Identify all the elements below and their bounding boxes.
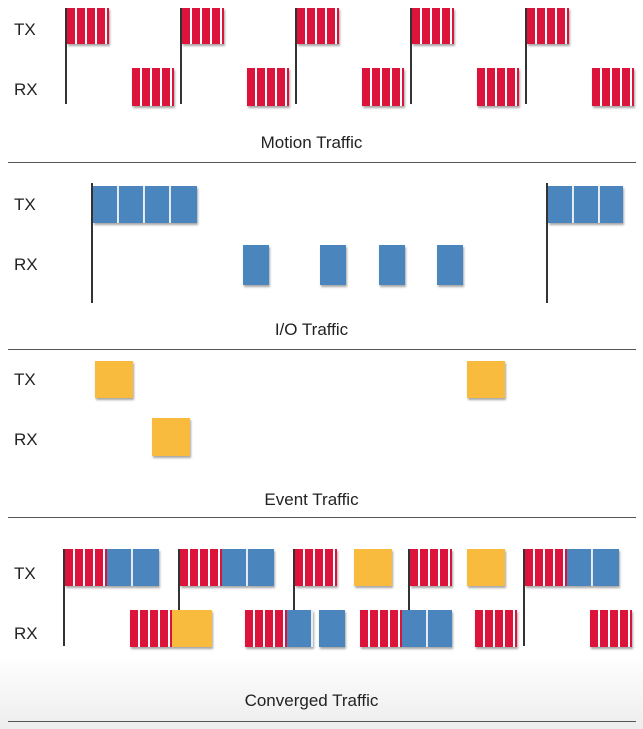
- motion-rx-packet: [477, 68, 519, 106]
- io-traffic-panel: TX RX I/O Traffic: [0, 0, 643, 352]
- motion-rx-packet: [362, 68, 404, 106]
- cycle-marker: [410, 8, 412, 104]
- motion-tx-packet: [67, 8, 109, 44]
- cycle-marker: [178, 549, 180, 646]
- io-tx-packet: [567, 549, 593, 586]
- motion-tx-packet: [295, 549, 337, 586]
- event-rx-packet: [152, 418, 190, 456]
- io-rx-packet: [287, 610, 313, 647]
- motion-rx-packet: [590, 610, 632, 647]
- cycle-marker: [65, 8, 67, 104]
- tx-label: TX: [14, 195, 36, 214]
- motion-tx-packet: [65, 549, 107, 586]
- cycle-marker: [295, 8, 297, 104]
- io-tx-packet: [93, 186, 119, 223]
- cycle-marker: [408, 549, 410, 646]
- motion-tx-packet: [525, 549, 567, 586]
- motion-tx-packet: [410, 549, 452, 586]
- io-tx-packet: [133, 549, 159, 586]
- cycle-marker: [63, 549, 65, 646]
- event-rx-packet: [172, 610, 212, 647]
- cycle-marker: [546, 183, 548, 303]
- event-tx-packet: [354, 549, 392, 586]
- motion-rx-packet: [245, 610, 287, 647]
- io-tx-packet: [171, 186, 197, 223]
- event-tx-packet: [467, 549, 505, 586]
- motion-tx-packet: [412, 8, 454, 44]
- panel-caption: Converged Traffic: [244, 691, 379, 710]
- io-tx-packet: [145, 186, 171, 223]
- io-rx-packet: [379, 245, 405, 285]
- io-rx-packet: [402, 610, 428, 647]
- motion-tx-packet: [297, 8, 339, 44]
- motion-rx-packet: [247, 68, 289, 106]
- rx-label: RX: [14, 255, 38, 274]
- event-tx-packet: [467, 361, 505, 398]
- io-tx-packet: [593, 549, 619, 586]
- tx-label: TX: [14, 564, 36, 583]
- panel-caption: Motion Traffic: [260, 133, 363, 152]
- io-tx-packet: [222, 549, 248, 586]
- motion-rx-packet: [592, 68, 634, 106]
- io-tx-packet: [248, 549, 274, 586]
- panel-divider: [8, 517, 636, 518]
- motion-tx-packet: [182, 8, 224, 44]
- panel-divider: [8, 349, 636, 350]
- io-rx-packet: [437, 245, 463, 285]
- io-tx-packet: [600, 186, 623, 223]
- io-rx-packet: [320, 245, 346, 285]
- io-tx-packet: [548, 186, 574, 223]
- cycle-marker: [523, 549, 525, 646]
- io-rx-packet: [319, 610, 345, 647]
- motion-tx-packet: [527, 8, 569, 44]
- rx-label: RX: [14, 624, 38, 643]
- cycle-marker: [293, 549, 295, 646]
- io-rx-packet: [243, 245, 269, 285]
- io-tx-packet: [119, 186, 145, 223]
- motion-rx-packet: [475, 610, 517, 647]
- motion-rx-packet: [132, 68, 174, 106]
- tx-label: TX: [14, 20, 36, 39]
- io-rx-packet: [428, 610, 452, 647]
- motion-tx-packet: [180, 549, 222, 586]
- tx-label: TX: [14, 370, 36, 389]
- rx-label: RX: [14, 430, 38, 449]
- motion-traffic-panel: TX RX Motion Traffic: [0, 0, 643, 164]
- motion-rx-packet: [360, 610, 402, 647]
- io-tx-packet: [107, 549, 133, 586]
- cycle-marker: [180, 8, 182, 104]
- event-traffic-panel: TX RX Event Traffic: [8, 361, 636, 518]
- cycle-marker: [525, 8, 527, 104]
- panel-divider: [8, 162, 636, 163]
- io-tx-packet: [574, 186, 600, 223]
- panel-divider: [8, 721, 636, 722]
- panel-caption: I/O Traffic: [274, 320, 349, 339]
- event-tx-packet: [95, 361, 133, 398]
- cycle-marker: [91, 183, 93, 303]
- motion-rx-packet: [130, 610, 172, 647]
- panel-caption: Event Traffic: [264, 490, 359, 509]
- rx-label: RX: [14, 80, 38, 99]
